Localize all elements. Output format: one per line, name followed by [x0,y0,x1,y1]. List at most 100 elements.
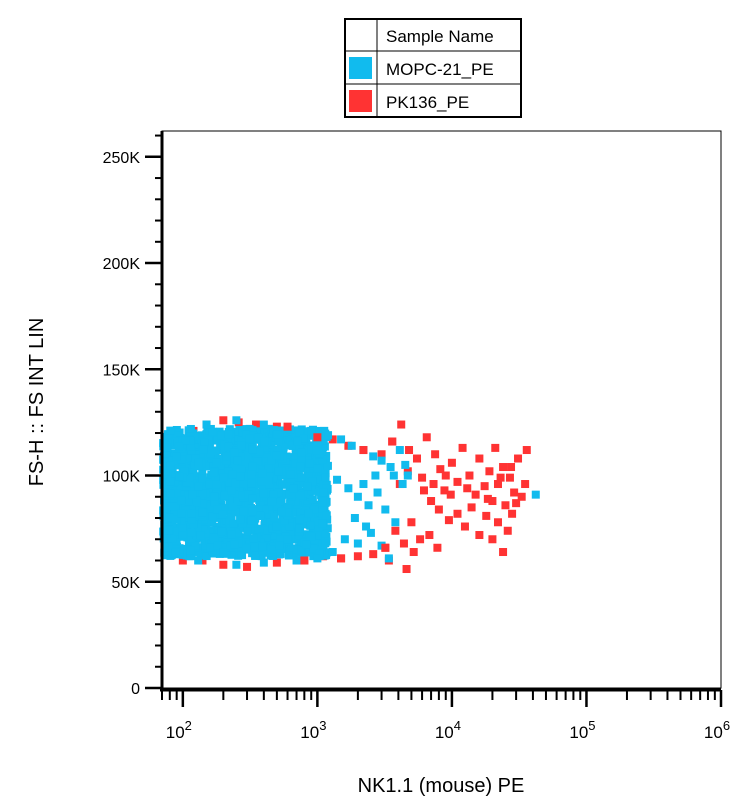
point-mopc-21-pe [252,528,261,537]
point-mopc-21-pe [276,497,285,506]
point-mopc-21-pe [286,470,295,479]
point-mopc-21-pe [237,484,246,493]
point-pk136-pe [353,552,362,561]
point-mopc-21-pe [258,482,267,491]
point-mopc-21-pe [289,545,298,554]
point-mopc-21-pe [178,523,187,532]
point-mopc-21-pe [208,512,217,521]
point-mopc-21-pe [166,466,175,475]
point-pk136-pe [517,492,526,501]
point-mopc-21-pe [280,526,289,535]
point-mopc-21-pe [309,544,318,553]
point-mopc-21-pe [236,452,245,461]
point-mopc-21-pe [313,464,322,473]
point-mopc-21-pe [162,443,171,452]
point-mopc-21-pe [227,514,236,523]
y-tick-label: 200K [103,256,141,273]
point-mopc-21-pe [225,478,234,487]
point-mopc-21-pe [218,510,227,519]
point-mopc-21-pe [299,514,308,523]
point-mopc-21-pe [280,490,289,499]
point-mopc-21-pe [205,480,214,489]
point-mopc-21-pe [259,420,268,429]
point-mopc-21-pe [273,430,282,439]
point-mopc-21-pe [162,499,171,508]
point-mopc-21-pe [234,544,243,553]
point-mopc-21-pe [259,489,268,498]
point-mopc-21-pe [391,518,400,527]
point-mopc-21-pe [297,455,306,464]
point-mopc-21-pe [254,452,263,461]
point-mopc-21-pe [189,520,198,529]
point-mopc-21-pe [192,488,201,497]
point-mopc-21-pe [289,484,298,493]
point-mopc-21-pe [198,489,207,498]
x-tick-label: 102 [166,718,192,742]
point-mopc-21-pe [318,506,327,515]
point-pk136-pe [453,477,462,486]
point-mopc-21-pe [172,515,181,524]
point-mopc-21-pe [168,456,177,465]
point-mopc-21-pe [313,517,322,526]
point-pk136-pe [419,486,428,495]
legend-swatch [349,90,372,112]
point-mopc-21-pe [280,516,289,525]
point-pk136-pe [416,535,425,544]
point-mopc-21-pe [199,445,208,454]
point-mopc-21-pe [270,462,279,471]
point-mopc-21-pe [269,490,278,499]
point-mopc-21-pe [253,480,262,489]
point-mopc-21-pe [295,515,304,524]
point-mopc-21-pe [300,427,309,436]
point-mopc-21-pe [247,479,256,488]
point-mopc-21-pe [164,434,173,443]
point-pk136-pe [388,437,397,446]
point-mopc-21-pe [286,527,295,536]
point-mopc-21-pe [254,505,263,514]
point-mopc-21-pe [289,550,298,559]
point-mopc-21-pe [181,436,190,445]
point-mopc-21-pe [213,436,222,445]
point-pk136-pe [483,494,492,503]
legend-header: Sample Name [386,27,494,46]
point-mopc-21-pe [210,535,219,544]
legend: Sample Name MOPC-21_PE PK136_PE [344,18,522,118]
point-mopc-21-pe [256,501,265,510]
point-mopc-21-pe [242,544,251,553]
point-mopc-21-pe [166,477,175,486]
point-mopc-21-pe [210,492,219,501]
point-mopc-21-pe [256,511,265,520]
point-mopc-21-pe [373,488,382,497]
point-pk136-pe [440,486,449,495]
point-mopc-21-pe [302,540,311,549]
point-pk136-pe [441,471,450,480]
point-pk136-pe [508,509,517,518]
point-mopc-21-pe [159,534,168,543]
point-mopc-21-pe [291,447,300,456]
point-mopc-21-pe [333,475,342,484]
point-mopc-21-pe [187,534,196,543]
point-mopc-21-pe [318,497,327,506]
x-axis: 102 103 104 105 106 [160,688,730,742]
point-mopc-21-pe [194,556,203,565]
point-mopc-21-pe [291,497,300,506]
point-pk136-pe [488,497,497,506]
point-mopc-21-pe [168,534,177,543]
point-mopc-21-pe [273,502,282,511]
point-pk136-pe [409,548,418,557]
point-mopc-21-pe [272,451,281,460]
legend-label: PK136_PE [386,93,469,112]
point-mopc-21-pe [293,519,302,528]
point-mopc-21-pe [315,549,324,558]
point-mopc-21-pe [205,443,214,452]
point-mopc-21-pe [257,477,266,486]
point-pk136-pe [405,446,414,455]
point-mopc-21-pe [254,433,263,442]
point-pk136-pe [219,416,228,425]
point-mopc-21-pe [181,506,190,515]
point-mopc-21-pe [307,445,316,454]
point-mopc-21-pe [322,511,331,520]
point-mopc-21-pe [199,525,208,534]
point-mopc-21-pe [178,530,187,539]
